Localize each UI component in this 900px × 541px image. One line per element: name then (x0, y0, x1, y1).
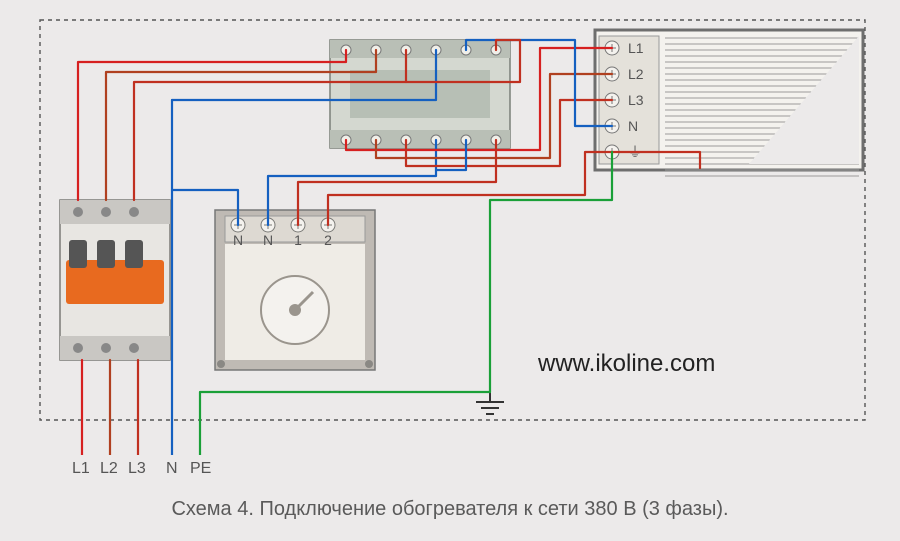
input-label-L3: L3 (128, 460, 146, 478)
thermostat: N N 1 2 (215, 210, 375, 370)
watermark: www.ikoline.com (538, 350, 715, 378)
heater-load: L1L2L3N⏚ (595, 30, 863, 176)
caption: Схема 4. Подключение обогревателя к сети… (0, 498, 900, 521)
contactor (330, 40, 510, 148)
svg-text:N: N (233, 232, 243, 248)
svg-text:1: 1 (294, 232, 302, 248)
input-label-L2: L2 (100, 460, 118, 478)
svg-text:2: 2 (324, 232, 332, 248)
input-label-PE: PE (190, 460, 211, 478)
input-label-N: N (166, 460, 178, 478)
svg-text:N: N (263, 232, 273, 248)
input-label-L1: L1 (72, 460, 90, 478)
svg-text:L2: L2 (628, 66, 644, 82)
svg-text:L1: L1 (628, 40, 644, 56)
svg-text:N: N (628, 118, 638, 134)
svg-text:L3: L3 (628, 92, 644, 108)
circuit-breaker (60, 200, 170, 360)
